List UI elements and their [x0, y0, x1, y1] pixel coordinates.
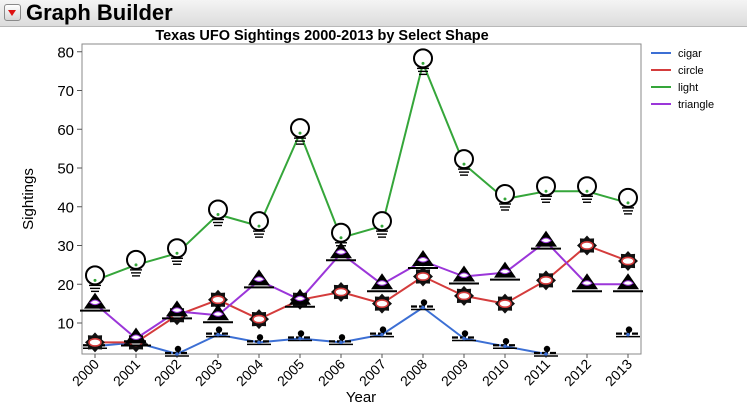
series-points-light — [85, 48, 638, 293]
page-title: Graph Builder — [26, 0, 173, 25]
x-tick-label: 2003 — [192, 356, 225, 389]
cigar-icon — [329, 334, 353, 346]
y-tick-label: 40 — [57, 199, 74, 216]
triangle-icon — [613, 273, 643, 293]
lightbulb-icon — [167, 238, 187, 265]
circle-icon — [372, 293, 392, 314]
lightbulb-icon — [413, 48, 433, 76]
circle-icon — [618, 251, 638, 271]
legend-label: triangle — [678, 99, 714, 111]
cigar-icon — [370, 326, 394, 338]
y-tick-label: 70 — [57, 83, 74, 100]
lightbulb-icon — [372, 211, 392, 238]
cigar-icon — [411, 299, 435, 311]
y-tick-label: 20 — [57, 277, 74, 294]
lightbulb-icon — [454, 149, 474, 176]
triangle-icon — [449, 265, 479, 285]
circle-icon — [85, 332, 105, 353]
x-tick-label: 2010 — [479, 356, 512, 389]
legend-item-light: light — [651, 82, 698, 94]
circle-icon — [454, 285, 474, 306]
circle-icon — [249, 309, 269, 330]
x-axis: 2000 2001 2002 2003 2004 2005 2006 2007 2008 2009… — [69, 354, 635, 389]
circle-icon — [495, 293, 515, 314]
cigar-icon — [288, 330, 312, 342]
legend-label: light — [678, 82, 698, 94]
plot-area — [81, 43, 642, 355]
triangle-icon — [162, 300, 192, 320]
series-points-triangle — [80, 230, 643, 347]
x-axis-label: Year — [346, 389, 376, 406]
circle-icon — [413, 266, 433, 287]
triangle-icon — [367, 273, 397, 293]
x-tick-label: 2012 — [561, 356, 594, 389]
x-tick-label: 2009 — [438, 356, 471, 389]
circle-icon — [208, 289, 228, 310]
circle-icon — [331, 282, 351, 302]
triangle-icon — [244, 269, 274, 289]
cigar-icon — [247, 334, 271, 346]
lightbulb-icon — [577, 176, 597, 203]
circle-icon — [577, 235, 597, 256]
lightbulb-icon — [126, 249, 146, 277]
legend: cigar circle light triangle — [651, 48, 714, 111]
x-tick-label: 2005 — [274, 356, 307, 389]
x-tick-label: 2002 — [151, 356, 184, 389]
x-tick-label: 2007 — [356, 356, 389, 389]
lightbulb-icon — [85, 265, 105, 293]
lightbulb-icon — [495, 184, 515, 211]
x-tick-label: 2008 — [397, 356, 430, 389]
x-tick-label: 2004 — [233, 356, 266, 389]
x-tick-label: 2006 — [315, 356, 348, 389]
y-tick-label: 80 — [57, 44, 74, 61]
legend-label: circle — [678, 65, 704, 77]
triangle-icon — [408, 250, 438, 269]
cigar-icon — [616, 326, 640, 338]
triangle-icon — [121, 327, 151, 347]
legend-item-cigar: cigar — [651, 48, 702, 60]
triangle-icon — [203, 304, 233, 324]
y-tick-label: 10 — [57, 316, 74, 333]
y-axis: 10 20 30 40 50 60 70 80 — [57, 44, 82, 333]
y-tick-label: 60 — [57, 122, 74, 139]
triangle-icon — [531, 230, 561, 250]
x-tick-label: 2013 — [602, 356, 635, 389]
chart-title: Texas UFO Sightings 2000-2013 by Select … — [155, 28, 488, 44]
cigar-icon — [493, 338, 517, 349]
y-tick-label: 30 — [57, 238, 74, 255]
graph-builder-header: Graph Builder — [0, 0, 747, 27]
lightbulb-icon — [290, 118, 310, 145]
cigar-icon — [206, 326, 230, 338]
lightbulb-icon — [536, 176, 556, 203]
triangle-icon — [80, 292, 110, 312]
triangle-icon — [285, 288, 315, 308]
y-tick-label: 50 — [57, 161, 74, 178]
disclosure-icon[interactable] — [4, 4, 21, 21]
legend-label: cigar — [678, 48, 702, 60]
x-tick-label: 2000 — [69, 356, 102, 389]
series-markers — [80, 48, 643, 357]
triangle-icon — [490, 261, 520, 281]
cigar-icon — [165, 345, 189, 357]
triangle-icon — [326, 242, 356, 262]
legend-item-circle: circle — [651, 65, 704, 77]
triangle-icon — [572, 273, 602, 293]
x-tick-label: 2001 — [110, 356, 143, 389]
cigar-icon — [534, 345, 558, 357]
lightbulb-icon — [249, 211, 269, 238]
x-tick-label: 2011 — [521, 356, 554, 389]
y-axis-label: Sightings — [20, 168, 37, 230]
cigar-icon — [452, 330, 476, 342]
circle-icon — [536, 270, 556, 291]
series-points-circle — [85, 235, 638, 353]
legend-item-triangle: triangle — [651, 99, 714, 111]
lightbulb-icon — [618, 187, 638, 215]
lightbulb-icon — [208, 199, 228, 227]
